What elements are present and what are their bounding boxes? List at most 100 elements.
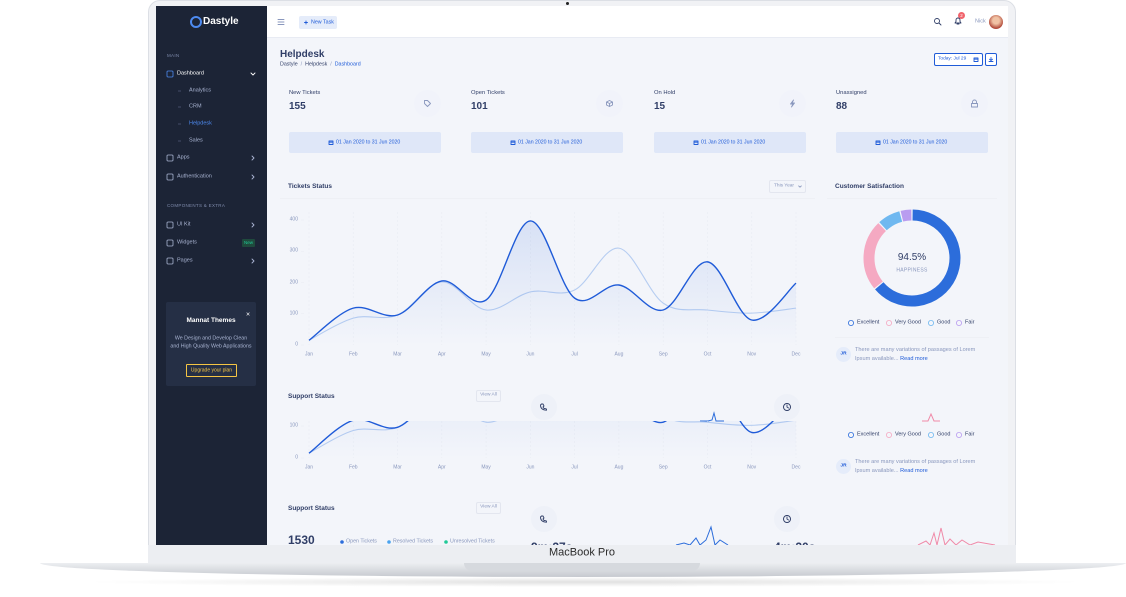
stat-icon-bg: [414, 90, 441, 117]
promo-button-text[interactable]: Upgrade your plan: [190, 367, 233, 373]
menu-item[interactable]: Helpdesk: [189, 120, 212, 127]
view-all-text[interactable]: View All: [480, 504, 497, 510]
menu-toggle: [277, 19, 285, 25]
promo-title: Mannat Themes: [186, 316, 236, 324]
period-text[interactable]: This Year: [774, 183, 794, 189]
brand: Dastyle: [203, 16, 239, 27]
card-icon: [540, 403, 547, 411]
view-all-button[interactable]: [476, 502, 501, 514]
menu-item[interactable]: UI Kit: [177, 221, 191, 228]
legend-label: Good: [937, 431, 951, 438]
x-tick-label: Mar: [393, 351, 402, 358]
calendar-icon: [510, 140, 516, 145]
x-tick-label: May: [481, 351, 491, 358]
menu-item[interactable]: Widgets: [177, 239, 197, 246]
donut-segment: [863, 223, 887, 289]
card-icon: [540, 515, 547, 523]
y-tick-label: 300: [289, 247, 298, 254]
plus-icon: [304, 20, 308, 25]
calendar-icon: [693, 140, 699, 145]
date-range-pill: [289, 132, 441, 153]
menu-item[interactable]: Dashboard: [177, 70, 204, 77]
menu-item[interactable]: Authentication: [177, 173, 212, 180]
menu-icon: [166, 173, 174, 181]
promo-box: [166, 302, 256, 386]
bell-icon: [954, 17, 962, 25]
card-icon: [783, 515, 791, 523]
badge: [242, 239, 255, 247]
comment: There are many variations of passages of…: [855, 346, 990, 364]
date-range-text: 01 Jan 2020 to 31 Jun 2020: [336, 138, 401, 145]
date-button[interactable]: [934, 53, 983, 66]
series-area: [309, 421, 796, 458]
topbar: [267, 6, 1008, 38]
calendar-icon: [973, 57, 979, 62]
badge-text: New: [243, 239, 254, 245]
legend-label: Good: [937, 319, 951, 326]
menu-icon: [166, 239, 174, 247]
breadcrumb-item: Helpdesk: [305, 60, 328, 67]
plot: [301, 421, 797, 459]
chart-title: Customer Satisfaction: [835, 182, 904, 190]
legend-icon: [928, 319, 935, 326]
comment-initials: JR: [840, 351, 847, 357]
x-tick-label: Oct: [703, 351, 712, 358]
avatar[interactable]: [989, 15, 1003, 29]
legend-label: Open Tickets: [346, 538, 377, 545]
menu-item[interactable]: Pages: [177, 257, 193, 264]
period-dropdown[interactable]: [769, 180, 806, 193]
promo-button[interactable]: [186, 364, 237, 377]
notification-count: 2: [960, 12, 963, 18]
user-name[interactable]: Nick: [975, 18, 986, 25]
legend-dot: [340, 540, 344, 544]
new-task-button[interactable]: [299, 16, 337, 29]
comment-avatar: [836, 459, 851, 474]
view-all-button[interactable]: [476, 390, 501, 402]
x-tick-label: Jun: [526, 464, 535, 471]
comment-text: There are many variations of passages of…: [855, 347, 976, 362]
x-tick-label: Dec: [791, 464, 801, 471]
x-tick-label: Nov: [747, 464, 757, 471]
view-all-text[interactable]: View All: [480, 392, 497, 398]
calendar-icon: [875, 140, 881, 145]
stat-icon-bg: [779, 90, 806, 117]
menu-item[interactable]: Apps: [177, 154, 190, 161]
new-task-text[interactable]: New Task: [311, 18, 334, 25]
comment-text: There are many variations of passages of…: [855, 459, 976, 474]
stat-label: Unassigned: [836, 90, 867, 97]
menu-item[interactable]: Sales: [189, 137, 203, 144]
time-value: 4m:20s: [774, 541, 815, 545]
stat-value: 15: [654, 100, 666, 112]
camera: [566, 2, 569, 5]
legend-icon: [956, 431, 963, 438]
stat-value: 155: [289, 100, 306, 112]
legend-label: Excellent: [857, 431, 880, 438]
sparkline: [917, 527, 996, 545]
stat-label: On Hold: [654, 90, 676, 97]
stat-label: New Tickets: [289, 90, 321, 97]
screen: Dastyle MAIN COMPONENTS & EXTRA Dashboard An…: [156, 6, 1008, 545]
legend-label: Fair: [965, 319, 975, 326]
menu-item[interactable]: Analytics: [189, 87, 212, 94]
promo-text: We Design and Develop Clean and High Qua…: [170, 335, 252, 350]
y-tick-label: 100: [289, 422, 298, 429]
legend-label: Very Good: [895, 431, 921, 438]
search-icon: [934, 18, 942, 26]
menu-item[interactable]: CRM: [189, 103, 202, 110]
divider: [835, 337, 989, 338]
card-icon-bg: [531, 506, 557, 532]
calendar-icon: [328, 140, 334, 145]
read-more-link[interactable]: Read more: [900, 467, 928, 474]
legend-icon: [928, 431, 935, 438]
screen-content: Dastyle MAIN COMPONENTS & EXTRA Dashboard An…: [156, 6, 1008, 545]
read-more-link[interactable]: Read more: [900, 355, 928, 362]
promo-close[interactable]: ×: [245, 311, 251, 319]
legend-label: Unresolved Tickets: [450, 538, 495, 545]
date-text[interactable]: Today: Jul 29: [938, 56, 967, 62]
breadcrumb-separator: /: [300, 60, 303, 67]
x-tick-label: Sep: [658, 351, 668, 358]
legend-label: Fair: [965, 431, 975, 438]
date-range-text: 01 Jan 2020 to 31 Jun 2020: [701, 138, 766, 145]
stat-icon: [790, 99, 795, 108]
sidebar: [156, 6, 267, 545]
